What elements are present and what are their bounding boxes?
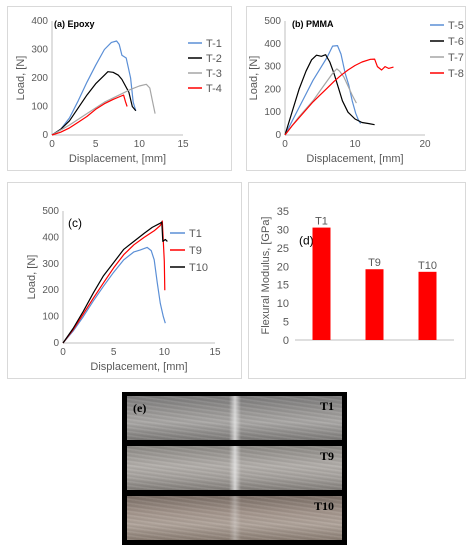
chart-c-svg: 0 5 10 15 0 100 200 300 400 500 Displacement, [mm]… xyxy=(26,206,221,373)
legend-label: T-3 xyxy=(206,68,222,80)
y-tick-label: 200 xyxy=(264,84,281,95)
y-tick-label: 10 xyxy=(277,298,289,310)
series-line-t-4 xyxy=(51,94,128,136)
strip-label: T9 xyxy=(319,449,334,463)
y-tick-label: 100 xyxy=(31,102,48,113)
y-tick-label: 0 xyxy=(42,130,48,141)
y-tick-label: 30 xyxy=(277,224,289,236)
x-tick-label: 15 xyxy=(209,347,221,358)
series-line-t1 xyxy=(62,246,166,344)
bar-t10 xyxy=(418,271,437,340)
y-tick-label: 20 xyxy=(277,261,289,273)
legend-label: T-1 xyxy=(206,38,222,50)
x-tick-label: 5 xyxy=(111,347,117,358)
y-tick-label: 0 xyxy=(53,338,59,349)
series-line-t-2 xyxy=(51,71,137,136)
bar-label: T9 xyxy=(368,257,381,269)
y-tick-label: 0 xyxy=(275,130,281,141)
y-tick-label: 35 xyxy=(277,206,289,218)
x-tick-label: 20 xyxy=(419,139,431,150)
chart-panel-a: 0 5 10 15 0 100 200 300 400 Displacement, [mm] Loa… xyxy=(7,6,232,171)
series-line-t-3 xyxy=(51,83,156,136)
chart-panel-d: 0 5 10 15 20 25 30 35 Flexural Modulus, [GPa] (d)… xyxy=(248,182,466,379)
y-tick-label: 5 xyxy=(283,317,289,329)
strip-label: T10 xyxy=(313,499,334,513)
x-axis-label: Displacement, [mm] xyxy=(69,153,166,165)
y-axis-label: Load, [N] xyxy=(26,255,38,300)
x-axis-label: Displacement, [mm] xyxy=(306,153,403,165)
bar-label: T10 xyxy=(418,260,437,272)
chart-panel-c: 0 5 10 15 0 100 200 300 400 500 Displacement, [mm]… xyxy=(7,182,242,379)
x-tick-label: 5 xyxy=(93,139,99,150)
series-line-t-1 xyxy=(51,40,137,136)
legend-label: T9 xyxy=(189,245,202,257)
x-tick-label: 10 xyxy=(349,139,361,150)
legend-label: T-8 xyxy=(448,68,464,80)
series-line-t10 xyxy=(62,221,168,344)
panel-title: (b) PMMA xyxy=(292,19,334,29)
panel-title: (c) xyxy=(68,216,82,230)
y-tick-label: 500 xyxy=(264,16,281,27)
strip-label: T1 xyxy=(319,399,334,413)
specimen-strip-t10: T10 xyxy=(127,496,342,540)
bar-t1 xyxy=(312,227,331,340)
panel-title: (d) xyxy=(299,233,314,247)
legend-label: T-6 xyxy=(448,36,464,48)
chart-a-svg: 0 5 10 15 0 100 200 300 400 Displacement, [mm] Loa… xyxy=(15,16,222,165)
x-tick-label: 10 xyxy=(134,139,146,150)
y-tick-label: 15 xyxy=(277,280,289,292)
x-tick-label: 10 xyxy=(159,347,171,358)
series-line-t-5 xyxy=(284,45,362,136)
chart-d-svg: 0 5 10 15 20 25 30 35 Flexural Modulus, [GPa] (d)… xyxy=(260,206,454,347)
y-tick-label: 300 xyxy=(31,45,48,56)
y-tick-label: 400 xyxy=(264,39,281,50)
series-line-t-8 xyxy=(284,58,394,136)
legend-label: T1 xyxy=(189,228,202,240)
series-line-t-6 xyxy=(284,54,375,136)
y-tick-label: 300 xyxy=(264,62,281,73)
photo-panel-label: (e) xyxy=(133,401,147,415)
specimen-strip-t9: T9 xyxy=(127,446,342,490)
x-tick-label: 15 xyxy=(177,139,189,150)
y-tick-label: 200 xyxy=(42,285,59,296)
y-tick-label: 400 xyxy=(42,232,59,243)
y-tick-label: 300 xyxy=(42,259,59,270)
chart-panel-b: 0 10 20 0 100 200 300 400 500 Displacement, [mm] L… xyxy=(246,6,466,171)
specimen-photo: (e) T1 T9 T10 xyxy=(122,392,347,545)
legend-label: T-4 xyxy=(206,83,222,95)
x-tick-label: 0 xyxy=(49,139,55,150)
x-axis-label: Displacement, [mm] xyxy=(90,361,187,373)
bar-t9 xyxy=(365,269,384,340)
legend-label: T10 xyxy=(189,262,208,274)
y-tick-label: 400 xyxy=(31,16,48,27)
x-tick-label: 0 xyxy=(60,347,66,358)
y-tick-label: 100 xyxy=(264,107,281,118)
x-tick-label: 0 xyxy=(282,139,288,150)
series-line-t-7 xyxy=(284,68,357,136)
bar-label: T1 xyxy=(315,216,328,228)
panel-title: (a) Epoxy xyxy=(54,19,95,29)
legend-label: T-7 xyxy=(448,52,464,64)
legend-label: T-2 xyxy=(206,53,222,65)
legend-label: T-5 xyxy=(448,20,464,32)
y-tick-label: 100 xyxy=(42,312,59,323)
y-tick-label: 200 xyxy=(31,73,48,84)
y-tick-label: 500 xyxy=(42,206,59,217)
y-tick-label: 0 xyxy=(283,335,289,347)
y-axis-label: Load, [N] xyxy=(248,56,260,101)
y-tick-label: 25 xyxy=(277,243,289,255)
specimen-strip-t1: (e) T1 xyxy=(127,396,342,440)
y-axis-label: Load, [N] xyxy=(15,56,27,101)
y-axis-label: Flexural Modulus, [GPa] xyxy=(260,217,272,335)
